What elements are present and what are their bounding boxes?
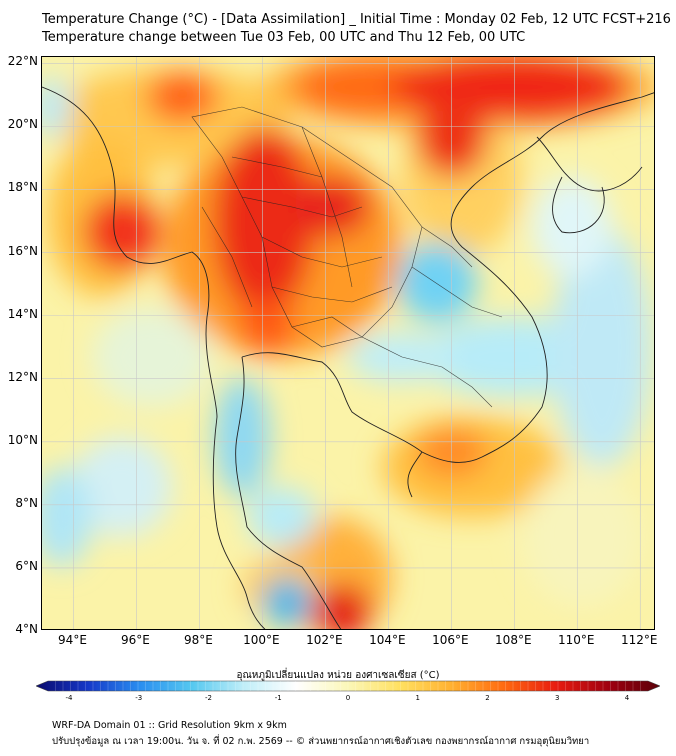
longitude-label: 110°E <box>558 633 595 647</box>
latitude-label: 18°N <box>7 180 38 195</box>
latitude-label: 4°N <box>15 622 38 636</box>
colorbar-tick-label: -4 <box>65 694 73 702</box>
longitude-label: 98°E <box>183 633 213 647</box>
colorbar-tick-label: -3 <box>135 694 143 702</box>
colorbar-title: อุณหภูมิเปลี่ยนแปลง หน่วย องศาเซลเซียส (… <box>236 670 440 681</box>
colorbar-ramp <box>36 680 660 692</box>
latitude-label: 10°N <box>7 432 38 447</box>
footer-credit: ปรับปรุงข้อมูล ณ เวลา 19:00น. วัน จ. ที่… <box>52 736 590 747</box>
longitude-label: 102°E <box>306 633 343 647</box>
colorbar-tick-label: 1 <box>415 694 420 702</box>
longitude-label: 100°E <box>243 633 280 647</box>
colorbar-tick-label: -2 <box>205 694 212 702</box>
latitude-label: 16°N <box>7 243 38 258</box>
map-title: Temperature Change (°C) - [Data Assimila… <box>42 12 671 27</box>
colorbar-tick-label: 3 <box>555 694 560 702</box>
temperature-change-map <box>41 56 655 630</box>
colorbar-tick-label: 0 <box>345 694 351 702</box>
longitude-label: 106°E <box>432 633 469 647</box>
temperature-field <box>42 57 654 629</box>
longitude-label: 104°E <box>369 633 406 647</box>
graticule <box>42 57 654 629</box>
latitude-label: 22°N <box>7 54 38 69</box>
latitude-label: 20°N <box>7 117 38 132</box>
latitude-label: 14°N <box>7 306 38 321</box>
colorbar-tick-label: 2 <box>485 694 490 702</box>
latitude-label: 12°N <box>7 369 38 384</box>
admin-borders <box>191 106 503 408</box>
footer-model-info: WRF-DA Domain 01 :: Grid Resolution 9km … <box>52 720 287 731</box>
colorbar <box>36 680 660 692</box>
map-canvas <box>42 57 654 629</box>
latitude-label: 8°N <box>15 495 38 510</box>
longitude-label: 108°E <box>495 633 532 647</box>
latitude-label: 6°N <box>15 558 38 573</box>
longitude-label: 112°E <box>621 633 658 647</box>
longitude-label: 94°E <box>58 633 87 647</box>
map-subtitle: Temperature change between Tue 03 Feb, 0… <box>42 30 526 45</box>
longitude-label: 96°E <box>121 633 150 647</box>
colorbar-tick-label: -1 <box>274 694 282 702</box>
coastlines <box>42 86 654 629</box>
colorbar-tick-label: 4 <box>624 694 630 702</box>
